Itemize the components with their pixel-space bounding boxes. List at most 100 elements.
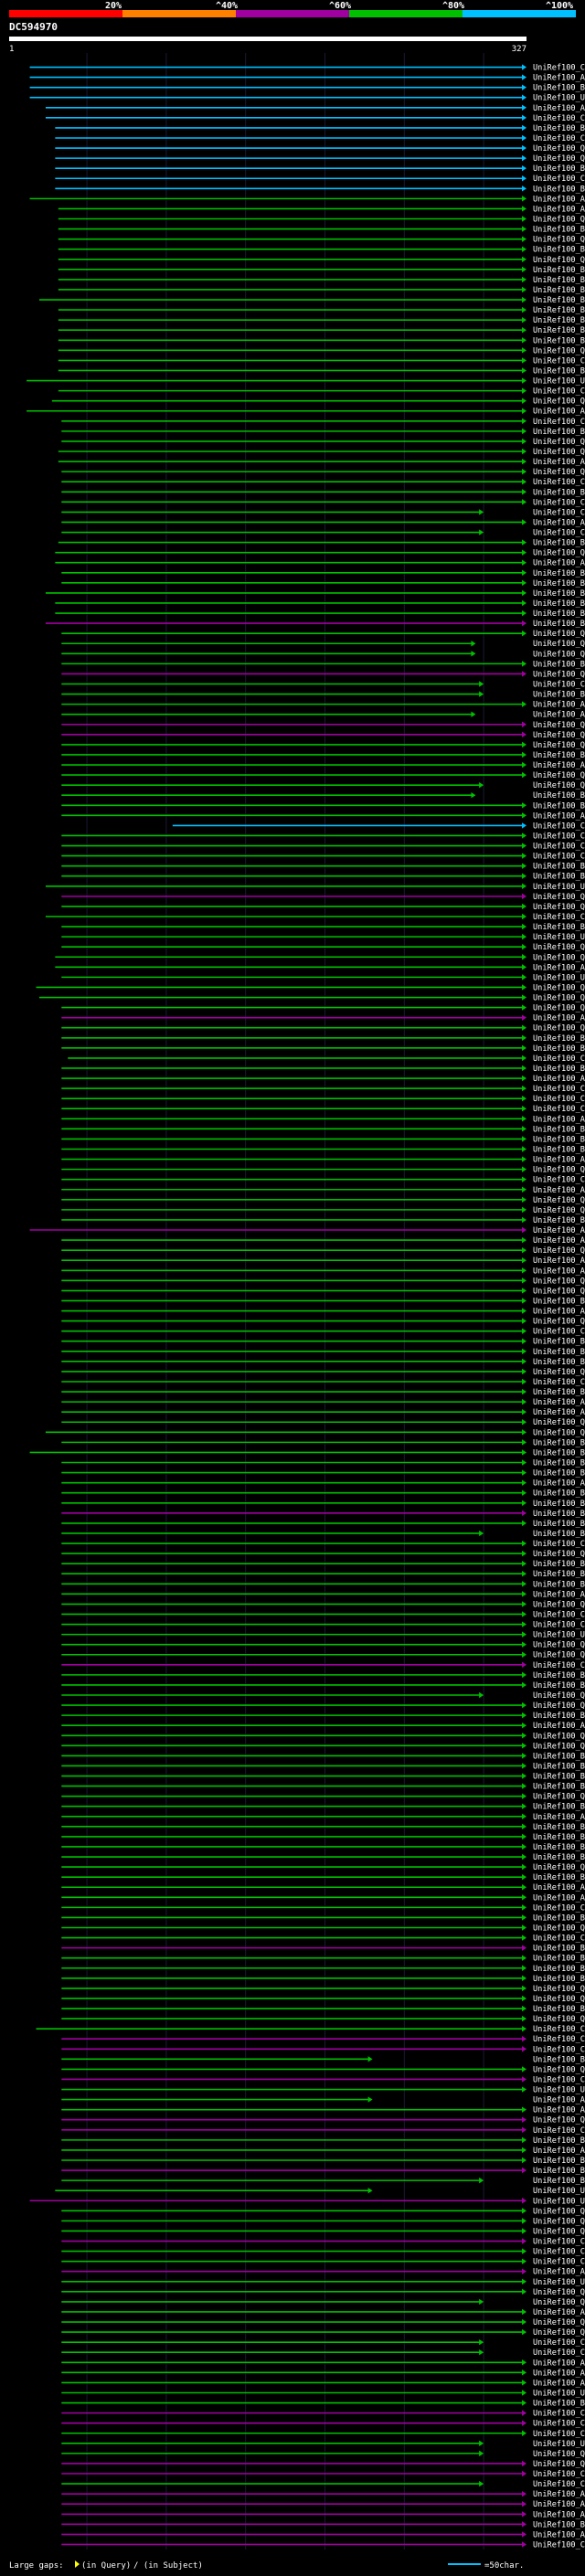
hit-label[interactable]: UniRef100_A2XKU2: [533, 2147, 585, 2156]
hit-label[interactable]: UniRef100_Q6Z7C3: [533, 1793, 585, 1802]
hit-label[interactable]: UniRef100_A2XMK4: [533, 1590, 585, 1599]
hit-label[interactable]: UniRef100_A7PTG6: [533, 458, 585, 467]
hit-label[interactable]: UniRef100_A7QE45: [533, 2359, 585, 2368]
hit-label[interactable]: UniRef100_Q2QTP4: [533, 2328, 585, 2337]
hit-label[interactable]: UniRef100_Q7XAU7: [533, 630, 585, 639]
hit-label[interactable]: UniRef100_Q9LQZ3: [533, 983, 585, 992]
hit-label[interactable]: UniRef100_Q2S2S4: [533, 953, 585, 962]
hit-label[interactable]: UniRef100_Q84TV0: [533, 448, 585, 457]
hit-label[interactable]: UniRef100_A2WJZ7: [533, 1722, 585, 1731]
hit-label[interactable]: UniRef100_C5XS53: [533, 1661, 585, 1670]
hit-label[interactable]: UniRef100_Q0LXG2: [533, 1024, 585, 1034]
hit-label[interactable]: UniRef100_C6TJW0: [533, 913, 585, 922]
hit-label[interactable]: UniRef100_Q6J163: [533, 1691, 585, 1701]
hit-label[interactable]: UniRef100_Q6LSJ8: [533, 2217, 585, 2226]
hit-label[interactable]: UniRef100_B9FQD7: [533, 1712, 585, 1721]
hit-label[interactable]: UniRef100_B4FNY5: [533, 1145, 585, 1154]
hit-label[interactable]: UniRef100_Q9XGV9: [533, 144, 585, 154]
hit-label[interactable]: UniRef100_B9GLW7: [533, 428, 585, 437]
hit-label[interactable]: UniRef100_A7QAK2: [533, 2490, 585, 2499]
hit-label[interactable]: UniRef100_B9FX19: [533, 1975, 585, 1984]
hit-label[interactable]: UniRef100_C6TJ46: [533, 2410, 585, 2419]
hit-label[interactable]: UniRef100_Q0JGK2: [533, 1196, 585, 1205]
hit-label[interactable]: UniRef100_A7P9H7: [533, 1075, 585, 1084]
hit-label[interactable]: UniRef100_B8AWW4: [533, 1469, 585, 1479]
hit-label[interactable]: UniRef100_A7PSY6: [533, 1883, 585, 1892]
hit-label[interactable]: UniRef100_Q5QN60: [533, 2450, 585, 2459]
hit-label[interactable]: UniRef100_C5YY35: [533, 1055, 585, 1064]
hit-label[interactable]: UniRef100_B9HZ06: [533, 326, 585, 335]
hit-label[interactable]: UniRef100_C0P6B4: [533, 387, 585, 397]
hit-label[interactable]: UniRef100_B9ACL1: [533, 1873, 585, 1882]
hit-label[interactable]: UniRef100_C6TIL7: [533, 2248, 585, 2257]
hit-label[interactable]: UniRef100_A7QWK0: [533, 2500, 585, 2509]
hit-label[interactable]: UniRef100_B9F5F2: [533, 1955, 585, 1964]
hit-label[interactable]: UniRef100_B7FIG2: [533, 1358, 585, 1367]
hit-label[interactable]: UniRef100_Q9M129: [533, 2288, 585, 2297]
hit-label[interactable]: UniRef100_Q8LE19: [533, 731, 585, 740]
hit-label[interactable]: UniRef100_Q8LJG0: [533, 549, 585, 558]
hit-label[interactable]: UniRef100_C5Z284: [533, 2470, 585, 2479]
hit-label[interactable]: UniRef100_C5Z2W0: [533, 529, 585, 538]
hit-label[interactable]: UniRef100_B9HLH8: [533, 276, 585, 285]
hit-label[interactable]: UniRef100_UPI000...: [533, 94, 585, 103]
hit-label[interactable]: UniRef100_Q2A091: [533, 650, 585, 659]
hit-label[interactable]: UniRef100_Q5JKD5: [533, 1995, 585, 2004]
hit-label[interactable]: UniRef100_B9HFB6: [533, 1671, 585, 1680]
hit-label[interactable]: UniRef100_UPI000...: [533, 2440, 585, 2449]
hit-label[interactable]: UniRef100_A3CHX1: [533, 1893, 585, 1903]
hit-label[interactable]: UniRef100_B6TLW9: [533, 1913, 585, 1923]
hit-label[interactable]: UniRef100_C5YB15: [533, 2258, 585, 2267]
hit-label[interactable]: UniRef100_Q9LYZ0: [533, 2207, 585, 2216]
hit-label[interactable]: UniRef100_B9HH57: [533, 1489, 585, 1499]
hit-label[interactable]: UniRef100_B9LI73: [533, 1520, 585, 1529]
hit-label[interactable]: UniRef100_A2WNT3: [533, 761, 585, 770]
hit-label[interactable]: UniRef100_B8SZM5: [533, 2157, 585, 2166]
hit-label[interactable]: UniRef100_Q67T77: [533, 1368, 585, 1377]
hit-label[interactable]: UniRef100_C6TAD4: [533, 843, 585, 852]
hit-label[interactable]: UniRef100_B4FHB5: [533, 1681, 585, 1691]
hit-label[interactable]: UniRef100_C5WWM7: [533, 822, 585, 831]
hit-label[interactable]: UniRef100_C5Y8M7: [533, 2540, 585, 2549]
hit-label[interactable]: UniRef100_B2ZAQ4: [533, 589, 585, 599]
hit-label[interactable]: UniRef100_C6T7X5: [533, 2035, 585, 2044]
hit-label[interactable]: UniRef100_B9GSH2: [533, 1773, 585, 1782]
hit-label[interactable]: UniRef100_B9H7S2: [533, 923, 585, 932]
hit-label[interactable]: UniRef100_C6TH69: [533, 1328, 585, 1337]
hit-label[interactable]: UniRef100_B8LRH1: [533, 226, 585, 235]
hit-label[interactable]: UniRef100_Q9M5B7: [533, 1600, 585, 1609]
hit-label[interactable]: UniRef100_C6TCU3: [533, 2025, 585, 2034]
hit-label[interactable]: UniRef100_B6TIX8: [533, 1125, 585, 1134]
hit-label[interactable]: UniRef100_A7PI06: [533, 2308, 585, 2317]
hit-label[interactable]: UniRef100_B4FX55: [533, 1803, 585, 1812]
hit-label[interactable]: UniRef100_B9GTI9: [533, 1448, 585, 1458]
hit-label[interactable]: UniRef100_B7FHL1: [533, 488, 585, 497]
hit-label[interactable]: UniRef100_A7QJ06: [533, 1479, 585, 1489]
hit-label[interactable]: UniRef100_Q84TV1: [533, 438, 585, 447]
hit-label[interactable]: UniRef100_C6SXF8: [533, 2045, 585, 2054]
hit-label[interactable]: UniRef100_A2WLX2: [533, 1156, 585, 1165]
hit-label[interactable]: UniRef100_A2YKX6: [533, 1267, 585, 1276]
hit-label[interactable]: UniRef100_UPI000...: [533, 973, 585, 982]
hit-label[interactable]: UniRef100_B4FGG9: [533, 2055, 585, 2064]
hit-label[interactable]: UniRef100_Q8LAC3: [533, 1287, 585, 1296]
hit-label[interactable]: UniRef100_C6T8H7: [533, 1085, 585, 1094]
hit-label[interactable]: UniRef100_Q2QTP5: [533, 2318, 585, 2327]
hit-label[interactable]: UniRef100_C5YXT4: [533, 498, 585, 507]
hit-label[interactable]: UniRef100_Q6YUL3: [533, 1924, 585, 1934]
hit-label[interactable]: UniRef100_B9T7X7: [533, 1388, 585, 1397]
hit-label[interactable]: UniRef100_Q9LXL5: [533, 1277, 585, 1286]
hit-label[interactable]: UniRef100_B7ZXT3: [533, 1297, 585, 1306]
hit-label[interactable]: UniRef100_Q69TV0: [533, 1206, 585, 1215]
hit-label[interactable]: UniRef100_Q8GWV8: [533, 2015, 585, 2024]
hit-label[interactable]: UniRef100_B4UWB0: [533, 1853, 585, 1862]
hit-label[interactable]: UniRef100_Q8LAS4: [533, 1742, 585, 1751]
hit-label[interactable]: UniRef100_B9RPA8: [533, 791, 585, 800]
hit-label[interactable]: UniRef100_Q9FTZ6: [533, 1701, 585, 1711]
hit-label[interactable]: UniRef100_B9HJR3: [533, 2177, 585, 2186]
hit-label[interactable]: UniRef100_C6T5P8: [533, 64, 585, 73]
hit-label[interactable]: UniRef100_B9H7D1: [533, 1783, 585, 1792]
hit-label[interactable]: UniRef100_A7NVB3: [533, 1226, 585, 1235]
hit-label[interactable]: UniRef100_B9RCP9: [533, 1843, 585, 1852]
hit-label[interactable]: UniRef100_UPI000...: [533, 883, 585, 892]
